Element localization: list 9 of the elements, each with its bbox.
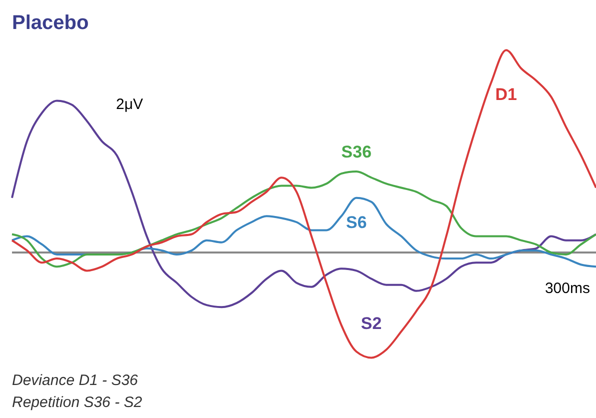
series-label: D1 (495, 85, 518, 104)
text: Deviance D1 - S36 (12, 372, 138, 389)
series-label: S6 (346, 212, 367, 232)
series-label: S2 (360, 314, 382, 333)
text: Repetition S36 - S2 (12, 394, 142, 411)
annotation: 2μV (116, 96, 143, 113)
series-label: S36 (341, 142, 372, 162)
annotation: 300ms (544, 280, 590, 297)
chart-title: Placebo (12, 12, 89, 35)
